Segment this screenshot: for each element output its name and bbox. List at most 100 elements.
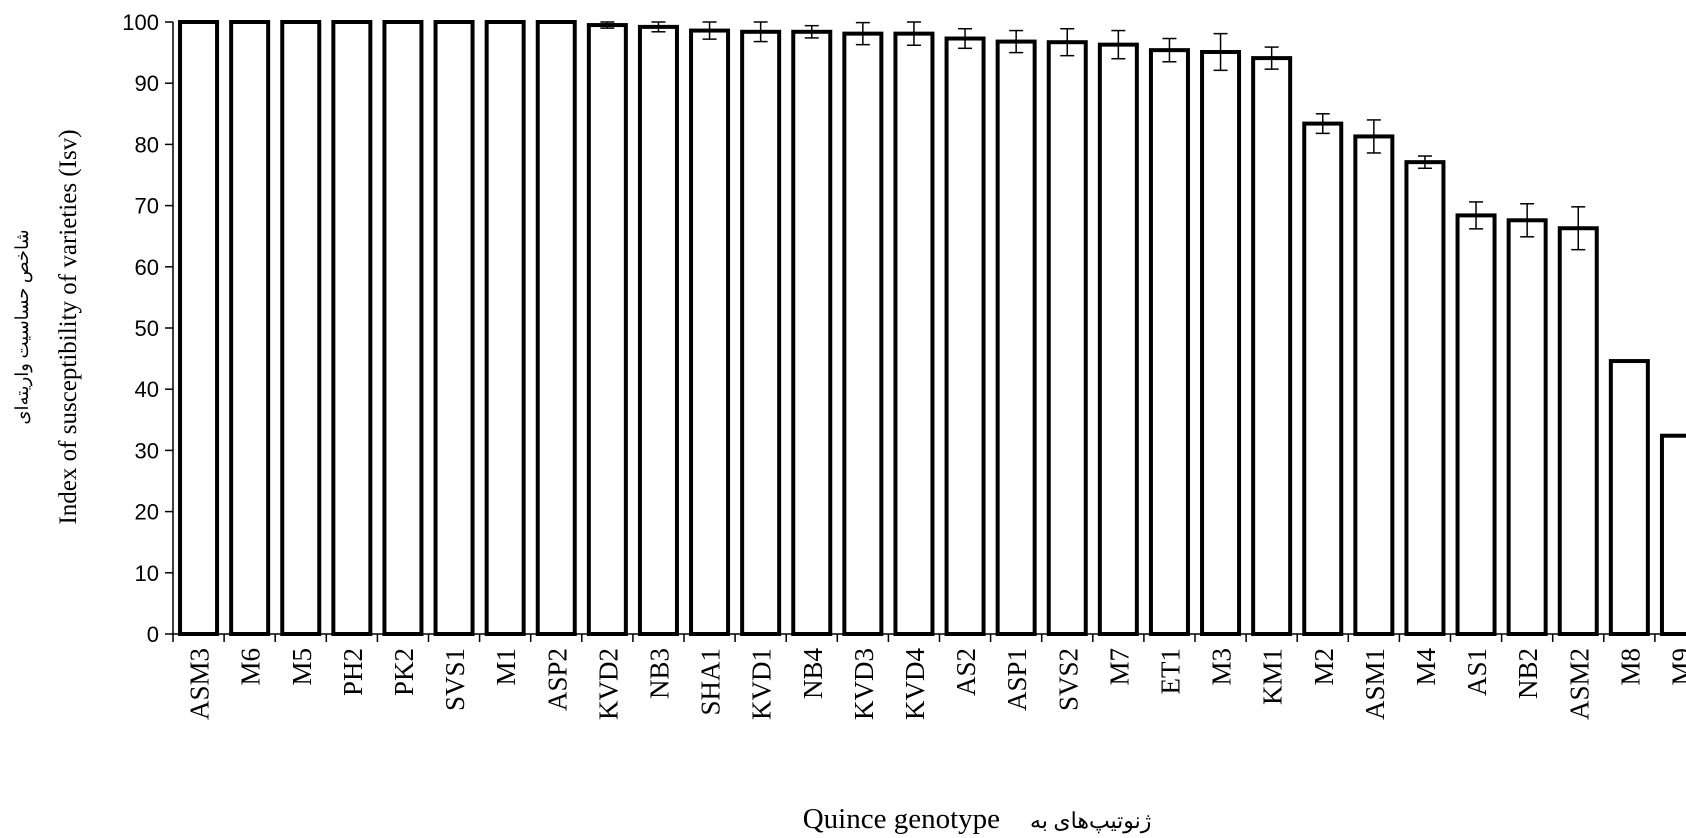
x-tick-label-PK2: PK2 <box>389 648 419 696</box>
x-tick-label-KVD4: KVD4 <box>900 648 930 720</box>
bar-M9 <box>1659 433 1686 636</box>
x-tick-label-M5: M5 <box>287 648 317 686</box>
bar-ASM1 <box>1353 134 1395 636</box>
error-bar-M7 <box>1111 29 1126 60</box>
error-bar-M2 <box>1315 113 1330 135</box>
x-tick-label-AS2: AS2 <box>951 648 981 696</box>
x-tick-label-NB3: NB3 <box>644 648 674 699</box>
error-bar-AS1 <box>1469 201 1484 230</box>
y-tick-label: 10 <box>135 561 159 586</box>
x-tick-label-ASP1: ASP1 <box>1002 648 1032 711</box>
y-tick-label: 30 <box>135 438 159 463</box>
y-tick-label: 0 <box>147 622 159 647</box>
error-bar-KVD4 <box>906 21 921 47</box>
y-tick-label: 40 <box>135 377 159 402</box>
bar-KVD1 <box>740 29 782 637</box>
error-bar-ASM2 <box>1571 206 1586 251</box>
x-tick-label-KVD3: KVD3 <box>849 648 879 720</box>
y-tick-label: 60 <box>135 255 159 280</box>
x-tick-label-M6: M6 <box>236 648 266 686</box>
bar-SHA1 <box>689 28 731 637</box>
x-tick-label-SHA1: SHA1 <box>696 648 726 716</box>
x-tick-label-M9: M9 <box>1666 648 1686 686</box>
x-tick-label-SVS1: SVS1 <box>440 648 470 711</box>
bar-KM1 <box>1251 56 1293 637</box>
bar-PK2 <box>382 20 424 636</box>
error-bar-SVS2 <box>1060 27 1075 57</box>
error-bar-ASP1 <box>1009 29 1024 54</box>
bar-ET1 <box>1148 48 1190 637</box>
x-tick-label-M2: M2 <box>1309 648 1339 686</box>
bar-NB3 <box>637 24 679 637</box>
y-tick-label: 100 <box>122 10 159 35</box>
x-tick-label-ASP2: ASP2 <box>542 648 572 711</box>
error-bar-ASM1 <box>1366 119 1381 154</box>
bar-ASP1 <box>995 39 1037 637</box>
bar-M3 <box>1200 49 1242 637</box>
x-axis-title-persian: ژنوتیپ‌های به <box>1030 808 1151 834</box>
bars <box>178 20 1686 637</box>
error-bar-KVD1 <box>753 21 768 43</box>
x-tick-label-M8: M8 <box>1615 648 1645 686</box>
bar-SVS1 <box>433 20 475 636</box>
y-tick-label: 80 <box>135 132 159 157</box>
y-tick-label: 20 <box>135 500 159 525</box>
y-tick-label: 50 <box>135 316 159 341</box>
bar-PH2 <box>331 20 373 636</box>
bar-M6 <box>229 20 271 636</box>
y-axis: 0 10 20 30 40 50 60 70 80 90 100 <box>122 10 174 647</box>
error-bar-KVD3 <box>855 21 870 46</box>
bar-M4 <box>1404 160 1446 636</box>
bar-ASM2 <box>1557 226 1599 637</box>
x-tick-label-KM1: KM1 <box>1258 648 1288 705</box>
error-bar-NB2 <box>1520 203 1535 238</box>
error-bar-KM1 <box>1264 46 1279 70</box>
bar-M2 <box>1302 121 1344 636</box>
x-tick-label-ASM1: ASM1 <box>1360 648 1390 720</box>
bar-KVD4 <box>893 31 935 637</box>
bar-ASP2 <box>535 20 577 636</box>
x-tick-label-SVS2: SVS2 <box>1053 648 1083 711</box>
x-tick-label-M7: M7 <box>1104 648 1134 686</box>
x-tick-label-AS1: AS1 <box>1462 648 1492 696</box>
bar-M1 <box>484 20 526 636</box>
x-tick-label-NB2: NB2 <box>1513 648 1543 699</box>
y-axis-title-persian: شاخص حساسیت واریته‌ای <box>12 229 33 424</box>
x-tick-label-M3: M3 <box>1207 648 1237 686</box>
bar-M5 <box>280 20 322 636</box>
x-tick-label-NB4: NB4 <box>798 648 828 700</box>
x-tick-label-ASM3: ASM3 <box>185 648 215 720</box>
bar-KVD2 <box>586 23 628 637</box>
y-axis-title: Index of susceptibility of varieties (Is… <box>55 129 82 524</box>
bar-ASM3 <box>178 20 220 636</box>
y-tick-label: 70 <box>135 194 159 219</box>
error-bar-SHA1 <box>702 21 717 40</box>
x-tick-labels: ASM3 M6 M5 PH2 PK2 SVS1 M1 ASP2 KVD2 NB3 SHA1 KVD1 N… <box>185 648 1686 721</box>
bar-SVS2 <box>1046 40 1088 637</box>
x-axis-title: Quince genotype <box>803 803 1000 835</box>
bar-AS1 <box>1455 213 1497 636</box>
x-tick-label-M4: M4 <box>1411 648 1441 686</box>
x-tick-label-PH2: PH2 <box>338 648 368 696</box>
error-bar-NB3 <box>651 21 666 33</box>
error-bar-AS2 <box>958 27 973 50</box>
bar-NB2 <box>1506 218 1548 636</box>
x-tick-label-ASM2: ASM2 <box>1564 648 1594 720</box>
bar-AS2 <box>944 36 986 637</box>
error-bar-M4 <box>1417 155 1432 170</box>
x-tick-label-KVD1: KVD1 <box>747 648 777 720</box>
y-tick-label: 90 <box>135 71 159 96</box>
bar-M8 <box>1608 359 1650 636</box>
error-bar-ET1 <box>1162 37 1177 63</box>
error-bar-NB4 <box>804 24 819 39</box>
error-bar-KVD2 <box>600 21 615 29</box>
x-tick-label-ET1: ET1 <box>1155 648 1185 695</box>
bar-M7 <box>1097 42 1139 637</box>
x-tick-label-KVD2: KVD2 <box>593 648 623 720</box>
error-bars <box>600 21 1586 251</box>
bar-NB4 <box>791 29 833 637</box>
error-bar-M3 <box>1213 32 1228 72</box>
bar-KVD3 <box>842 31 884 637</box>
